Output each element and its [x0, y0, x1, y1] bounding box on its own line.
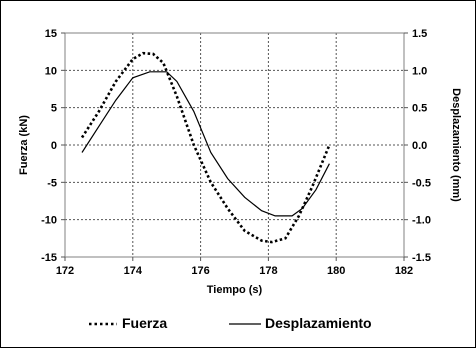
legend-label-desplazamiento: Desplazamiento: [265, 315, 372, 331]
legend-label-fuerza: Fuerza: [122, 315, 167, 331]
y-left-tick-label: 5: [51, 103, 57, 115]
x-tick-label: 176: [191, 265, 209, 277]
y-left-tick-label: -15: [41, 252, 57, 264]
legend: Fuerza Desplazamiento: [89, 315, 372, 331]
y-right-tick-label: 0.0: [412, 140, 427, 152]
y-right-tick-label: -1.5: [412, 252, 431, 264]
y-left-tick-label: -5: [47, 177, 57, 189]
x-tick-label: 174: [124, 265, 143, 277]
tick-labels: 172 174 176 178 180 182 15 10 5 0 -5 -10 -15 1.5 1.0 0.…: [41, 28, 431, 277]
series-layer: [80, 51, 331, 244]
y-left-tick-label: 15: [45, 28, 57, 40]
y-axis-left-title: Fuerza (kN): [18, 115, 30, 175]
grid: [65, 33, 404, 257]
y-right-tick-label: 1.5: [412, 28, 427, 40]
y-right-tick-label: -1.0: [412, 215, 431, 227]
series-line-fuerza: [80, 51, 331, 244]
x-tick-label: 178: [259, 265, 277, 277]
x-tick-label: 182: [395, 265, 413, 277]
y-left-tick-label: 0: [51, 140, 57, 152]
tick-marks: [61, 32, 408, 261]
x-axis-title: Tiempo (s): [207, 284, 263, 296]
series-line-desplazamiento: [81, 71, 330, 217]
y-right-tick-label: 0.5: [412, 103, 427, 115]
y-right-tick-label: -0.5: [412, 177, 431, 189]
y-axis-right-title: Desplazamiento (mm): [450, 88, 462, 202]
x-tick-label: 180: [327, 265, 345, 277]
x-tick-label: 172: [56, 265, 74, 277]
y-right-tick-label: 1.0: [412, 65, 427, 77]
y-left-tick-label: -10: [41, 215, 57, 227]
y-left-tick-label: 10: [45, 65, 57, 77]
